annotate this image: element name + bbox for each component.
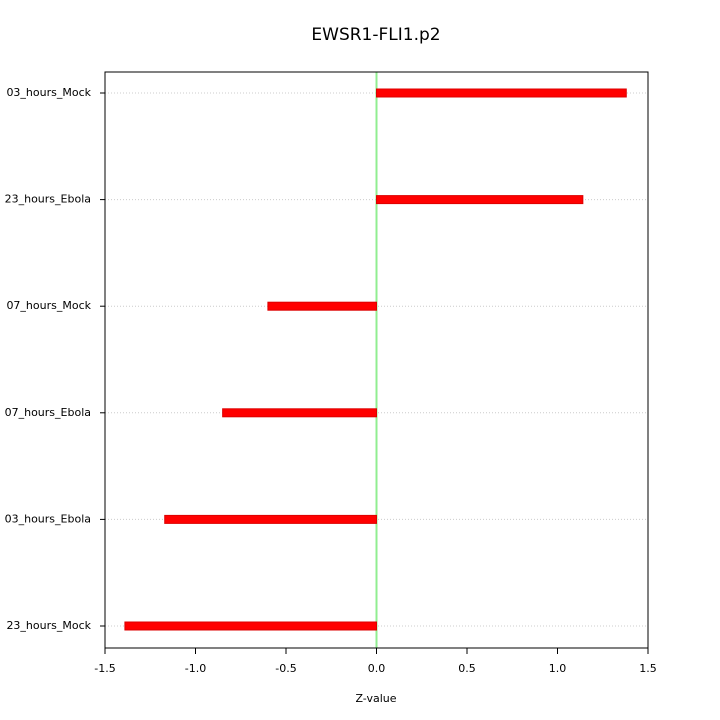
chart-title: EWSR1-FLI1.p2	[311, 25, 440, 45]
bar	[164, 514, 377, 524]
x-axis-label: Z-value	[355, 692, 396, 705]
y-tick-label: 23_hours_Mock	[6, 619, 91, 632]
x-tick-label: 0.0	[368, 662, 386, 675]
x-tick-label: -1.0	[185, 662, 206, 675]
y-tick-label: 07_hours_Ebola	[5, 406, 91, 419]
x-tick-label: -1.5	[94, 662, 115, 675]
bar	[267, 301, 377, 311]
y-tick-label: 23_hours_Ebola	[5, 193, 91, 206]
bar	[376, 88, 627, 98]
plot-frame	[104, 71, 649, 649]
bar	[124, 621, 377, 631]
y-tick-label: 07_hours_Mock	[6, 299, 91, 312]
x-tick-label: -0.5	[275, 662, 296, 675]
y-tick-label: 03_hours_Ebola	[5, 512, 91, 525]
bar	[222, 408, 377, 418]
x-tick-label: 1.0	[549, 662, 567, 675]
bar	[376, 195, 584, 205]
y-tick-label: 03_hours_Mock	[6, 86, 91, 99]
x-tick-label: 1.5	[639, 662, 657, 675]
x-tick-label: 0.5	[458, 662, 476, 675]
